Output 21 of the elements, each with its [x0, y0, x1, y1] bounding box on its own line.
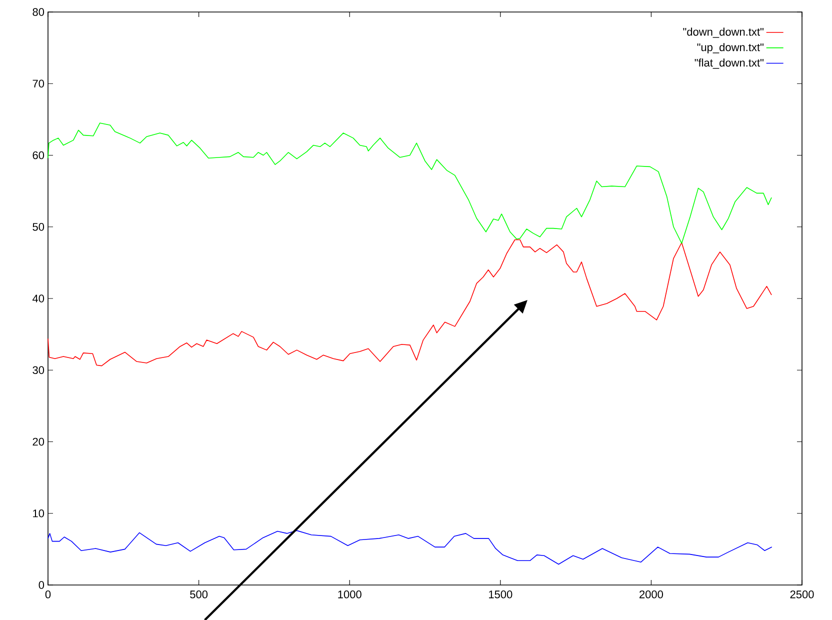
x-tick-label: 500: [190, 590, 208, 598]
x-tick-label: 1000: [338, 590, 362, 598]
y-tick-label: 0: [38, 581, 44, 589]
y-tick-label: 40: [32, 294, 44, 302]
y-tick-label: 70: [32, 80, 44, 88]
legend-label: "flat_down.txt": [694, 58, 764, 69]
y-tick-label: 30: [32, 366, 44, 374]
y-tick-label: 10: [33, 509, 44, 518]
line-series: [48, 530, 772, 565]
x-tick-label: 0: [45, 590, 51, 598]
x-tick-label: 2500: [790, 590, 814, 598]
line-series: [48, 239, 772, 366]
y-tick-label: 80: [32, 8, 44, 16]
y-tick-label: 60: [32, 151, 44, 160]
x-tick-label: 1500: [489, 590, 512, 598]
legend-label: "up_down.txt": [697, 43, 764, 54]
x-tick-label: 2000: [640, 590, 664, 598]
y-tick-label: 20: [32, 438, 44, 446]
y-tick-label: 50: [32, 222, 44, 231]
legend-label: "down_down.txt": [683, 28, 764, 38]
line-series: [48, 122, 772, 244]
